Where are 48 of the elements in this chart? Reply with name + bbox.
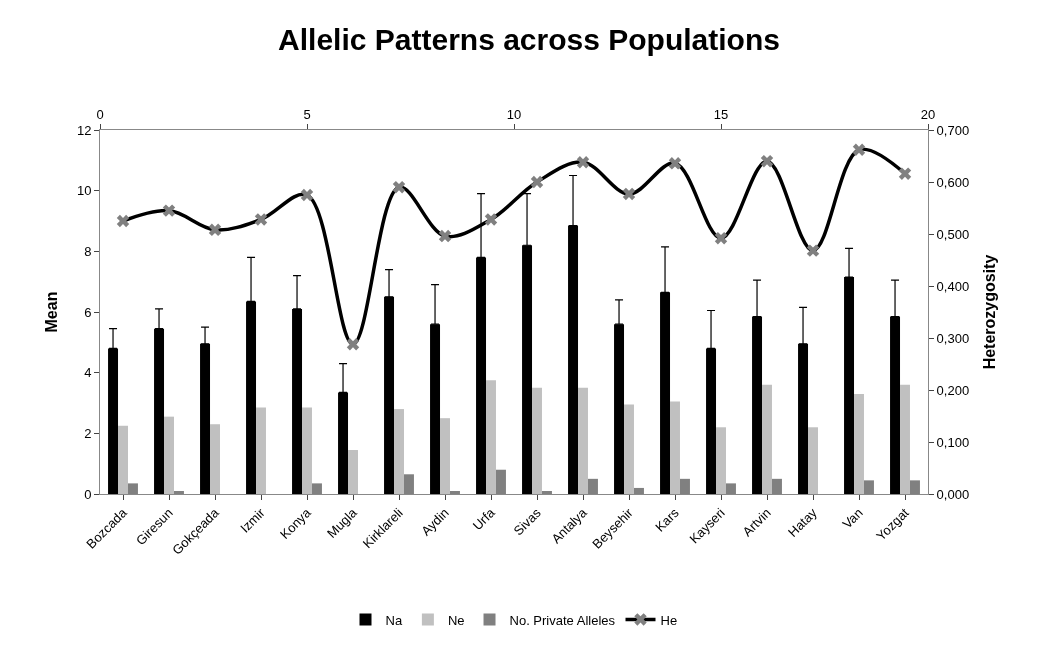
bar [394,409,404,494]
y-tick-label: 0 [84,486,92,502]
bar [440,418,450,494]
y2-tick-label: 0,400 [936,278,970,294]
legend-label: No. Private Alleles [509,612,616,628]
bar [716,427,726,494]
bar [900,384,910,494]
x2-tick-label: 5 [303,106,311,122]
x2-tick-label: 20 [920,106,936,122]
bar [532,387,542,494]
y-tick-label: 10 [76,183,92,199]
bar [210,424,220,494]
legend-label: He [660,612,678,628]
y-axis-title: Mean [42,291,60,333]
y2-tick-label: 0,000 [936,486,970,502]
bar [118,425,128,494]
y-tick-label: 8 [84,243,92,259]
x2-tick-label: 10 [506,106,522,122]
y-tick-label: 4 [84,365,92,381]
bar [578,387,588,494]
x-tick-label: Kars [652,504,683,535]
y2-tick-label: 0,700 [936,122,970,138]
legend-label: Na [385,612,403,628]
bar [348,450,358,494]
y-tick-label: 12 [76,122,92,138]
y2-tick-label: 0,500 [936,226,970,242]
y-tick-label: 2 [84,425,92,441]
bar [854,393,864,494]
bar [762,384,772,494]
legend-label: Ne [447,612,465,628]
bar [164,416,174,494]
bar [256,407,266,494]
y2-tick-label: 0,200 [936,382,970,398]
bar [486,380,496,494]
bar [670,401,680,494]
x2-tick-label: 15 [713,106,729,122]
y2-axis-title: Heterozygosity [980,254,998,370]
bar [808,427,818,494]
y2-tick-label: 0,100 [936,434,970,450]
y2-tick-label: 0,300 [936,330,970,346]
x-tick-label: Van [839,505,866,532]
bar [624,404,634,494]
bar [302,407,312,494]
chart-title: Allelic Patterns across Populations [278,23,780,57]
y-tick-label: 6 [84,304,92,320]
x-tick-label: Urfa [469,504,499,534]
x2-tick-label: 0 [96,106,104,122]
y2-tick-label: 0,600 [936,174,970,190]
